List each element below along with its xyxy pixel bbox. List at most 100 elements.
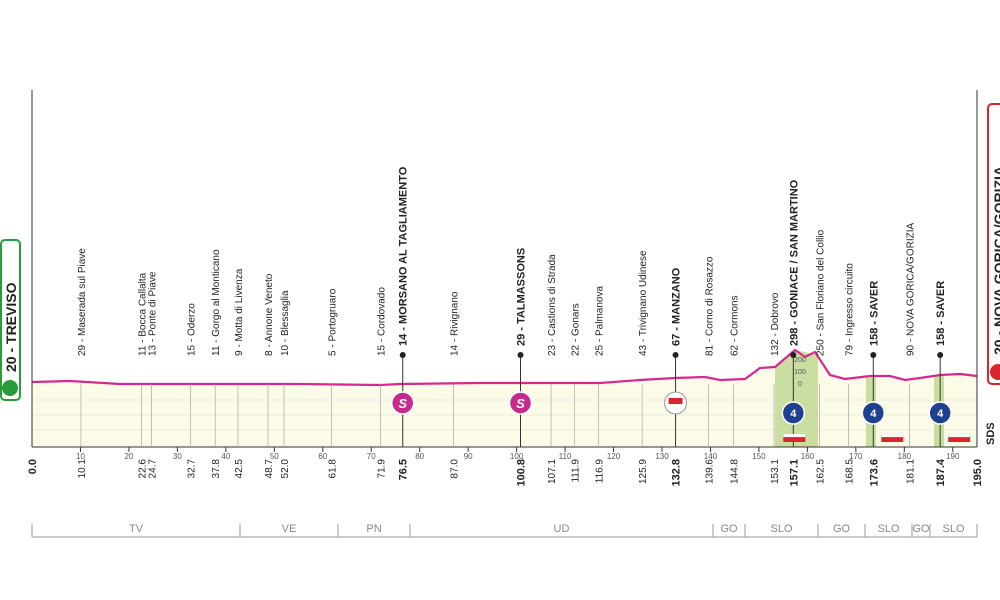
km-label: 48.7 [264,459,275,479]
waypoint-dot [399,352,406,358]
axis-tick-label: 90 [464,452,473,461]
km-label: 100.8 [515,459,527,487]
axis-tick-label: 190 [946,452,960,461]
axis-tick-label: 40 [221,452,230,461]
axis-tick-label: 140 [704,452,718,461]
flag-top [783,433,806,438]
waypoint-label: 67 - MANZANO [671,267,683,346]
kom-marker-label: 4 [937,408,944,420]
start-box [0,239,21,401]
km-label: 157.1 [788,459,800,487]
axis-tick-label: 20 [124,452,133,461]
region-label: GO [912,523,930,535]
sprint-marker [390,391,415,415]
waypoint-label: 90 - NOVA GORICA/GORIZIA [906,222,917,356]
profile-fill [32,350,977,447]
waypoint-label: 158 - SAVER [935,281,947,346]
km-label: 24.7 [148,459,159,479]
flag [783,434,806,442]
axis-tick-label: 60 [318,452,327,461]
km-label: 116.9 [595,459,606,484]
waypoint-label: 250 - San Floriano del Collio [816,229,827,356]
finish-label: 20 - NOVA GORICA/GORIZIA [991,166,1000,355]
climb-scale-label: 0 [798,381,802,388]
axis-tick-label: 180 [898,452,912,461]
km-label: 111.9 [570,459,581,483]
km-label: 125.9 [638,459,649,484]
region-label: GO [833,523,851,535]
waypoint-label: 298 - GONIACE / SAN MARTINO [788,179,800,346]
km-label: 42.5 [234,459,245,479]
axis-tick-label: 100 [510,452,524,461]
km-label: 173.6 [868,459,880,487]
waypoint-label: 22 - Gonars [570,303,581,356]
axis-tick-label: 10 [76,452,85,461]
waypoint-label: 29 - TALMASSONS [515,248,527,346]
waypoint-label: 29 - Maserada sul Piave [77,248,88,356]
waypoint-label: 43 - Trivignano Udinese [638,250,649,356]
waypoint-label: 158 - SAVER [868,281,880,346]
waypoint-label: 10 - Blessaglia [280,290,291,356]
axis-tick-label: 170 [849,452,863,461]
waypoint-label: 81 - Corno di Rosazzo [705,256,716,356]
waypoint-label: 9 - Motta di Livenza [234,268,245,356]
km-label: 37.8 [211,459,222,479]
axis-tick-label: 150 [752,452,766,461]
climb-scale-label: 200 [794,357,806,364]
waypoint-dot [517,352,524,358]
km-label: 153.1 [770,459,781,484]
waypoint-dot [937,352,944,358]
axis-tick-label: 130 [655,452,669,461]
kom-marker [861,401,886,425]
region-label: SLO [942,523,964,535]
region-label: VE [282,523,297,535]
waypoint-dot [870,352,877,358]
waypoint-label: 11 - Gorgo al Monticano [211,249,222,356]
axis-tick-label: 70 [367,452,376,461]
waypoint-label: 132 - Dobrovo [770,292,781,356]
flag [948,434,971,442]
kom-marker-label: 4 [870,408,877,420]
region-label: SLO [877,523,899,535]
km-label: 61.8 [327,459,338,479]
waypoint-label: 14 - Rivignano [450,291,461,356]
waypoint-label: 11 - Bocca Callalta [138,272,149,356]
waypoint-label: 62 - Cormons [730,295,741,356]
axis-tick-label: 80 [415,452,424,461]
km-label: 144.8 [730,459,741,484]
km-label: 132.8 [671,459,683,487]
km-label: 181.1 [906,459,917,484]
waypoint-dot [672,352,679,358]
km-label: 10.1 [77,459,88,479]
flag [881,434,904,442]
waypoint-label: 8 - Annone Veneto [264,273,275,356]
km-label: 162.5 [816,459,827,484]
finish-icon [990,364,1000,380]
waypoint-dot [790,352,797,358]
km-label: 168.5 [845,459,856,484]
region-label: PN [366,523,381,535]
flag-top [948,433,971,438]
kom-marker [781,401,806,425]
kom-marker-label: 4 [790,408,797,420]
waypoint-label: 15 - Cordovado [376,287,387,356]
region-label: SLO [770,523,792,535]
sprint-marker [508,391,533,415]
flag-top [881,433,904,438]
km-label: 32.7 [186,459,197,479]
waypoint-label: 15 - Oderzo [186,303,197,356]
axis-tick-label: 30 [173,452,182,461]
km-label: 195.0 [972,459,984,487]
climb-fill [775,350,818,447]
region-label: UD [554,523,570,535]
axis-tick-label: 120 [607,452,621,461]
waypoint-label: 79 - Ingresso circuito [845,263,856,356]
start-label: 20 - TREVISO [3,282,19,372]
km-label: 187.4 [935,458,947,486]
axis-tick-label: 50 [270,452,279,461]
region-label: TV [129,523,144,535]
waypoint-label: 25 - Palmanova [595,286,606,356]
climb-scale-label: 100 [794,369,806,376]
waypoint-label: 23 - Castions di Strada [547,254,558,356]
